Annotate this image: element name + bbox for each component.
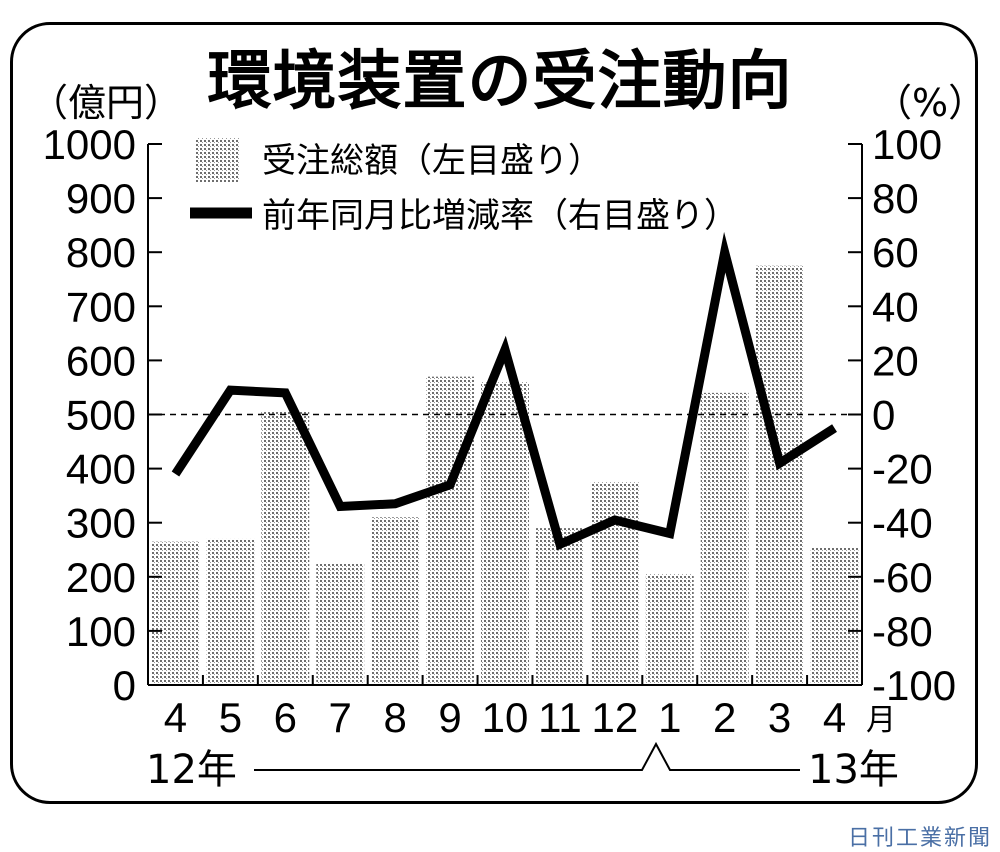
x-label-0: 4 [164, 694, 187, 741]
left-tick-label-2: 800 [66, 229, 136, 276]
left-tick-label-10: 0 [113, 662, 136, 709]
left-tick-label-4: 600 [66, 337, 136, 384]
year-bracket-line [254, 741, 800, 771]
left-tick-label-9: 100 [66, 608, 136, 655]
left-tick-label-6: 400 [66, 446, 136, 493]
right-tick-label-0: 100 [872, 121, 942, 168]
x-label-12: 4 [823, 694, 846, 741]
right-tick-label-8: -60 [872, 554, 933, 601]
left-tick-label-8: 200 [66, 554, 136, 601]
legend-bar-label: 受注総額（左目盛り） [262, 141, 602, 181]
right-tick-label-10: -100 [872, 662, 956, 709]
right-tick-label-2: 60 [872, 229, 919, 276]
credit-text: 日刊工業新聞 [847, 826, 992, 851]
year-end-label: 13年 [808, 747, 899, 793]
bar-2 [261, 411, 310, 685]
left-axis-unit: （億円） [30, 81, 183, 125]
bar-7 [535, 528, 584, 685]
bar-1 [206, 538, 255, 685]
x-label-11: 3 [768, 694, 791, 741]
growth-rate-line [171, 231, 837, 551]
x-label-6: 10 [482, 694, 529, 741]
right-tick-label-6: -20 [872, 446, 933, 493]
x-label-8: 12 [591, 694, 638, 741]
bar-4 [371, 517, 420, 685]
right-tick-label-4: 20 [872, 337, 919, 384]
left-tick-label-0: 1000 [43, 121, 136, 168]
x-label-9: 1 [658, 694, 681, 741]
x-label-5: 9 [438, 694, 461, 741]
month-suffix: 月 [866, 703, 896, 738]
bar-0 [151, 541, 200, 685]
left-tick-label-3: 700 [66, 283, 136, 330]
bar-6 [481, 382, 529, 685]
chart-title: 環境装置の受注動向 [207, 45, 793, 119]
right-axis-unit: （%） [874, 81, 987, 125]
x-label-4: 8 [383, 694, 406, 741]
bar-11 [755, 265, 804, 685]
bar-10 [700, 392, 749, 685]
bar-3 [316, 563, 365, 685]
right-tick-label-5: 0 [872, 392, 895, 439]
left-tick-label-7: 300 [66, 500, 136, 547]
bar-5 [426, 376, 475, 685]
legend-bar-swatch [196, 138, 240, 182]
x-label-2: 6 [274, 694, 297, 741]
bar-9 [645, 574, 694, 685]
left-tick-label-5: 500 [66, 392, 136, 439]
legend-line-label: 前年同月比増減率（右目盛り） [262, 196, 738, 236]
right-tick-label-3: 40 [872, 283, 919, 330]
bar-12 [810, 547, 859, 685]
x-label-1: 5 [219, 694, 242, 741]
right-tick-label-9: -80 [872, 608, 933, 655]
year-start-label: 12年 [146, 747, 237, 793]
right-tick-label-1: 80 [872, 175, 919, 222]
x-label-7: 11 [538, 694, 582, 741]
bar-8 [590, 482, 639, 685]
right-tick-label-7: -40 [872, 500, 933, 547]
left-tick-label-1: 900 [66, 175, 136, 222]
x-label-10: 2 [713, 694, 736, 741]
x-label-3: 7 [329, 694, 352, 741]
